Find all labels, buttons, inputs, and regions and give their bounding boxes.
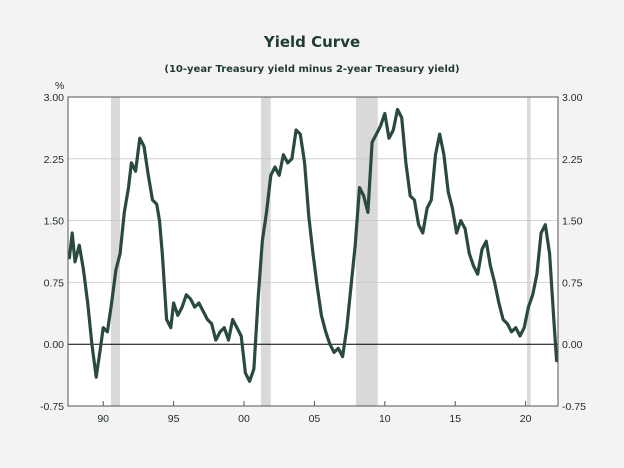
- x-tick-label-5: 15: [449, 413, 461, 425]
- chart-subtitle: (10-year Treasury yield minus 2-year Tre…: [164, 64, 459, 75]
- series-layer: [67, 107, 559, 383]
- y-tick-label-right-3: 0.75: [562, 277, 583, 289]
- x-tick-label-2: 00: [238, 413, 250, 425]
- y-axis-unit-label: %: [55, 80, 64, 92]
- y-tick-label-right-5: -0.75: [562, 401, 586, 413]
- y-tick-label-left-4: 0.00: [44, 339, 65, 351]
- y-tick-label-right-1: 2.25: [562, 154, 583, 166]
- y-tick-label-left-1: 2.25: [44, 154, 65, 166]
- recession-bands: [110, 97, 531, 406]
- y-tick-label-left-5: -0.75: [40, 401, 64, 413]
- plot-border: [67, 96, 559, 407]
- x-tick-labels: 90 95 00 05 10 15 20: [97, 413, 531, 425]
- x-tick-label-0: 90: [97, 413, 109, 425]
- y-tick-labels-right: 3.00 2.25 1.50 0.75 0.00 -0.75: [562, 92, 586, 413]
- plot-frame: [67, 96, 559, 407]
- x-tick-label-3: 05: [309, 413, 321, 425]
- y-tick-label-left-3: 0.75: [44, 277, 65, 289]
- x-tick-label-6: 20: [520, 413, 532, 425]
- recession-band-3: [527, 97, 531, 406]
- x-tick-label-4: 10: [379, 413, 391, 425]
- y-tick-labels-left: 3.00 2.25 1.50 0.75 0.00 -0.75: [40, 92, 64, 413]
- y-tick-label-left-0: 3.00: [44, 92, 65, 104]
- x-tick-label-1: 95: [168, 413, 180, 425]
- y-tick-label-right-0: 3.00: [562, 92, 583, 104]
- recession-band-2: [355, 97, 378, 406]
- horizontal-gridlines: [68, 158, 558, 283]
- yield-spread-line: [67, 107, 559, 383]
- recession-band-1: [260, 97, 271, 406]
- recession-band-0: [110, 97, 121, 406]
- y-tick-label-right-2: 1.50: [562, 216, 583, 228]
- y-tick-label-left-2: 1.50: [44, 216, 65, 228]
- chart-title: Yield Curve: [263, 33, 360, 51]
- y-tick-label-right-4: 0.00: [562, 339, 583, 351]
